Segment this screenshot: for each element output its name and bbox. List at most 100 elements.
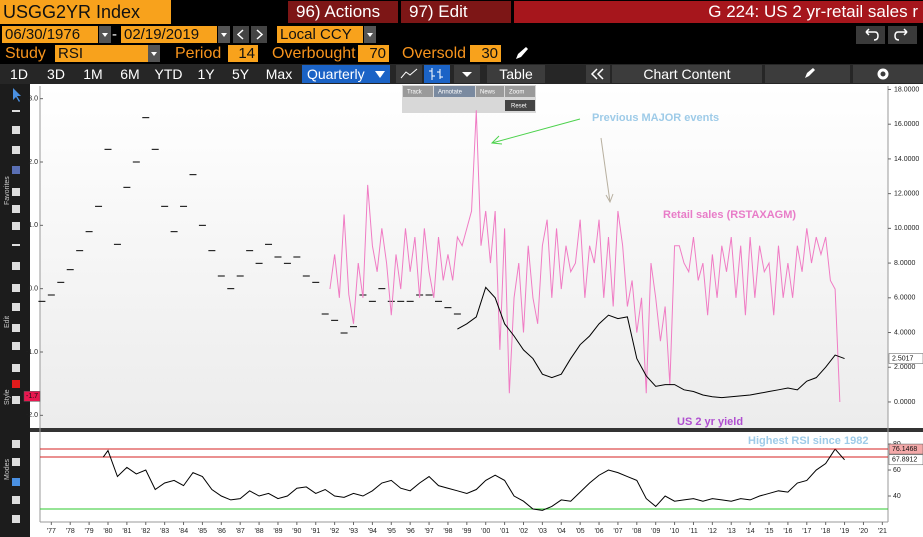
tool-label[interactable]: Reset — [511, 104, 527, 110]
currency-field[interactable]: Local CCY — [277, 26, 363, 43]
x-tick-label: '03 — [538, 528, 547, 535]
x-tick-label: '82 — [141, 528, 150, 535]
study-label: Study — [5, 45, 46, 62]
tool-button[interactable] — [434, 86, 475, 97]
x-tick-label: '21 — [878, 528, 887, 535]
tool-label[interactable]: Track — [407, 90, 423, 96]
y-tick-label: -1.0 — [26, 349, 38, 356]
range-button[interactable]: 5Y — [224, 65, 257, 83]
start-date-field[interactable]: 06/30/1976 — [2, 26, 98, 43]
value-marker — [888, 454, 923, 466]
y2-tick-label: 12.0000 — [894, 190, 919, 197]
ticker-field[interactable]: USGG2YR Index — [0, 0, 171, 24]
tool-label[interactable]: News — [480, 90, 495, 96]
frequency-button[interactable]: Quarterly — [302, 65, 390, 83]
calendar-button[interactable] — [99, 26, 111, 43]
range-button[interactable]: 1D — [2, 65, 36, 83]
range-button[interactable]: 1Y — [191, 65, 221, 83]
value-marker-label: -1.7 — [26, 393, 38, 400]
toolbar-icons[interactable] — [765, 65, 923, 83]
x-tick-label: '16 — [783, 528, 792, 535]
data-line — [457, 286, 845, 399]
tool-button[interactable] — [505, 86, 535, 97]
collapse-button[interactable] — [586, 65, 610, 83]
tool-label[interactable]: Zoom — [509, 90, 524, 96]
y2-tick-label: 6.0000 — [894, 295, 916, 302]
chart-content-button[interactable]: Chart Content — [612, 65, 762, 83]
calendar-button[interactable] — [218, 26, 230, 43]
x-tick-label: '98 — [443, 528, 452, 535]
x-tick-label: '77 — [47, 528, 56, 535]
edit-button[interactable]: 97) Edit — [401, 1, 511, 23]
sidebar-label: Edit — [4, 316, 11, 328]
period-field[interactable]: 14 — [228, 45, 258, 62]
chart-title: G 224: US 2 yr-retail sales r — [514, 1, 923, 23]
x-tick-label: '11 — [689, 528, 698, 535]
chart-type-icons[interactable] — [396, 65, 481, 83]
range-button[interactable]: Max — [260, 65, 298, 83]
currency-dropdown[interactable] — [364, 26, 376, 43]
panel-divider — [30, 428, 923, 432]
value-marker — [888, 353, 923, 364]
x-tick-label: '00 — [481, 528, 490, 535]
period-label: Period — [175, 45, 222, 62]
undo-redo[interactable] — [856, 26, 918, 44]
tool-button[interactable] — [505, 100, 535, 111]
x-tick-label: '97 — [424, 528, 433, 535]
tool-button[interactable] — [476, 86, 504, 97]
y2-tick-label: 0.0000 — [894, 399, 916, 406]
range-button[interactable]: YTD — [149, 65, 188, 83]
x-tick-label: '85 — [198, 528, 207, 535]
x-tick-label: '81 — [122, 528, 131, 535]
value-marker-label: 2.5017 — [892, 355, 914, 362]
x-tick-label: '10 — [670, 528, 679, 535]
x-tick-label: '78 — [66, 528, 75, 535]
x-tick-label: '15 — [764, 528, 773, 535]
y2-tick-label: 8.0000 — [894, 260, 916, 267]
x-tick-label: '05 — [576, 528, 585, 535]
x-tick-label: '07 — [613, 528, 622, 535]
x-tick-label: '79 — [85, 528, 94, 535]
tool-label[interactable]: Annotate — [438, 90, 463, 96]
sidebar-label: Favorites — [4, 176, 11, 205]
price-plot-area — [40, 86, 888, 428]
edit-study-icon[interactable] — [513, 45, 531, 62]
study-field[interactable]: RSI — [55, 45, 148, 62]
sidebar-icons[interactable] — [12, 88, 21, 523]
annotation: Highest RSI since 1982 — [748, 435, 868, 447]
overbought-field[interactable]: 70 — [358, 45, 389, 62]
value-marker-label: 67.8912 — [892, 457, 917, 464]
oversold-label: Oversold — [402, 45, 467, 62]
x-tick-label: '99 — [462, 528, 471, 535]
y-tick-label: -2.0 — [26, 412, 38, 419]
x-tick-label: '08 — [632, 528, 641, 535]
x-tick-label: '88 — [255, 528, 264, 535]
tool-button[interactable] — [403, 86, 433, 97]
frequency-caret[interactable] — [373, 65, 387, 83]
range-button[interactable]: 3D — [39, 65, 73, 83]
y-tick-label: 1.0 — [28, 222, 38, 229]
x-tick-label: '02 — [519, 528, 528, 535]
overbought-label: Overbought — [272, 45, 356, 62]
range-button[interactable]: 1M — [76, 65, 110, 83]
x-tick-label: '93 — [349, 528, 358, 535]
study-dropdown[interactable] — [148, 45, 160, 62]
actions-button[interactable]: 96) Actions — [288, 1, 398, 23]
y2-tick-label: 18.0000 — [894, 86, 919, 93]
y-tick-label: 40 — [893, 493, 901, 500]
date-arrows[interactable] — [233, 26, 269, 43]
end-date-field[interactable]: 02/19/2019 — [121, 26, 217, 43]
table-button[interactable]: Table — [487, 65, 545, 83]
x-tick-label: '84 — [179, 528, 188, 535]
x-tick-label: '96 — [406, 528, 415, 535]
range-button[interactable]: 6M — [113, 65, 147, 83]
x-tick-label: '13 — [727, 528, 736, 535]
annotation: Previous MAJOR events — [592, 112, 719, 124]
oversold-field[interactable]: 30 — [470, 45, 501, 62]
chart-tools: Track Annotate News Zoom Reset — [403, 86, 535, 111]
x-tick-label: '06 — [594, 528, 603, 535]
sidebar-label: Modes — [4, 458, 11, 480]
x-tick-label: '17 — [802, 528, 811, 535]
data-line — [329, 110, 841, 402]
